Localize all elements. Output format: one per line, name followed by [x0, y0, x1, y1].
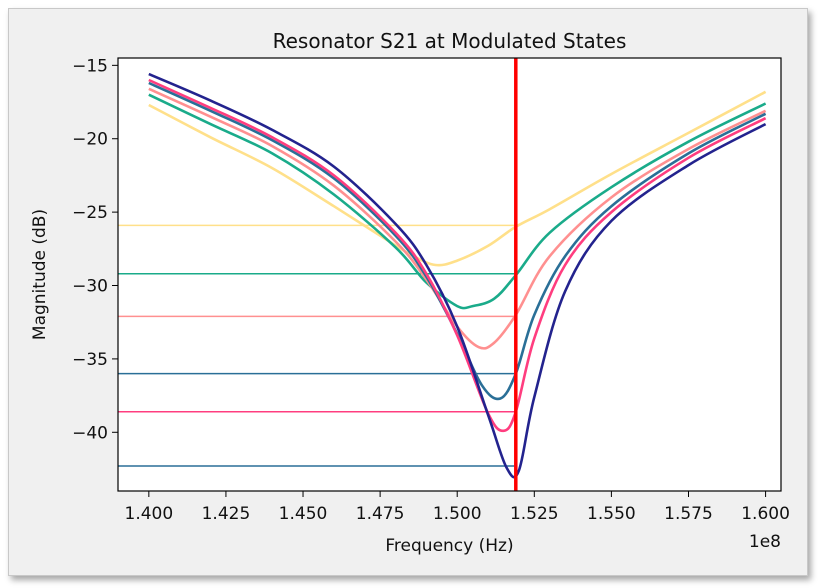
y-tick-label: −15 [72, 56, 108, 76]
series-line-1 [148, 90, 767, 267]
y-tick-label: −30 [72, 277, 108, 297]
x-axis-ticks: 1.400 1.425 1.450 1.475 1.500 1.525 1.550 1.575… [125, 491, 790, 524]
y-axis-ticks: −15 −20 −25 −30 −35 −40 [72, 56, 118, 443]
x-tick-label: 1.575 [664, 504, 713, 524]
y-tick-label: −25 [72, 203, 108, 223]
x-axis-label: Frequency (Hz) [385, 536, 513, 556]
y-axis-label: Magnitude (dB) [30, 209, 50, 340]
x-tick-label: 1.500 [433, 504, 482, 524]
series-line-4 [148, 81, 767, 401]
x-tick-label: 1.450 [279, 504, 328, 524]
reference-lines [118, 224, 516, 467]
y-tick-label: −20 [72, 130, 108, 150]
x-tick-label: 1.400 [125, 504, 174, 524]
series-lines [148, 72, 767, 479]
x-axis-offset-label: 1e8 [749, 532, 781, 552]
series-line-6 [148, 72, 767, 479]
series-line-3 [148, 87, 767, 350]
figure-window: Resonator S21 at Modulated States 1.400 1… [8, 8, 808, 576]
x-tick-label: 1.475 [356, 504, 405, 524]
x-tick-label: 1.425 [202, 504, 251, 524]
y-tick-label: −40 [72, 423, 108, 443]
chart-svg: Resonator S21 at Modulated States 1.400 1… [30, 29, 790, 556]
x-tick-label: 1.525 [510, 504, 559, 524]
series-line-2 [148, 93, 767, 310]
x-tick-label: 1.550 [587, 504, 636, 524]
x-tick-label: 1.600 [741, 504, 790, 524]
plot-frame [117, 57, 782, 492]
chart-title: Resonator S21 at Modulated States [273, 29, 627, 53]
y-tick-label: −35 [72, 350, 108, 370]
